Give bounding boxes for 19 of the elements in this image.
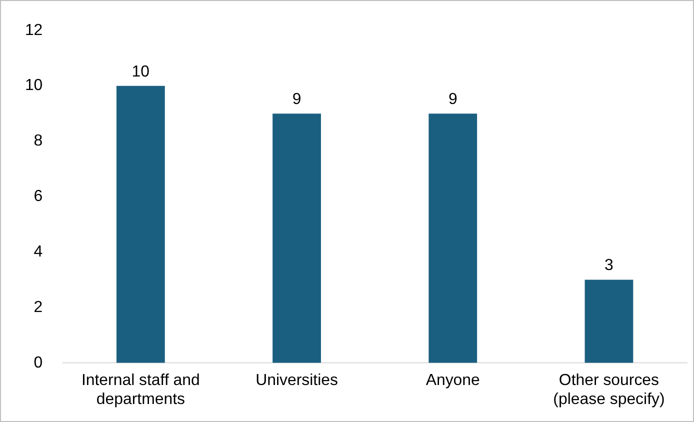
y-tick-label: 6: [34, 188, 43, 206]
y-tick-label: 8: [34, 132, 43, 150]
bar: [428, 114, 478, 363]
data-label: 9: [448, 91, 458, 108]
bar: [272, 114, 321, 363]
y-tick-label: 12: [24, 22, 43, 39]
bar: [116, 86, 165, 363]
data-label: 9: [292, 91, 302, 108]
y-tick-label: 4: [34, 243, 43, 260]
y-tick-label: 0: [34, 354, 43, 372]
x-tick-label: Internal staff and departments: [81, 372, 200, 408]
x-tick-label: Universities: [256, 372, 338, 389]
bar: [584, 280, 634, 363]
data-label: 3: [604, 257, 614, 274]
x-tick-label: Anyone: [426, 372, 480, 389]
data-label: 10: [132, 63, 150, 80]
y-tick-label: 2: [34, 298, 43, 316]
x-tick-label: Other sources (please specify): [553, 372, 665, 408]
y-tick-label: 10: [24, 77, 43, 94]
